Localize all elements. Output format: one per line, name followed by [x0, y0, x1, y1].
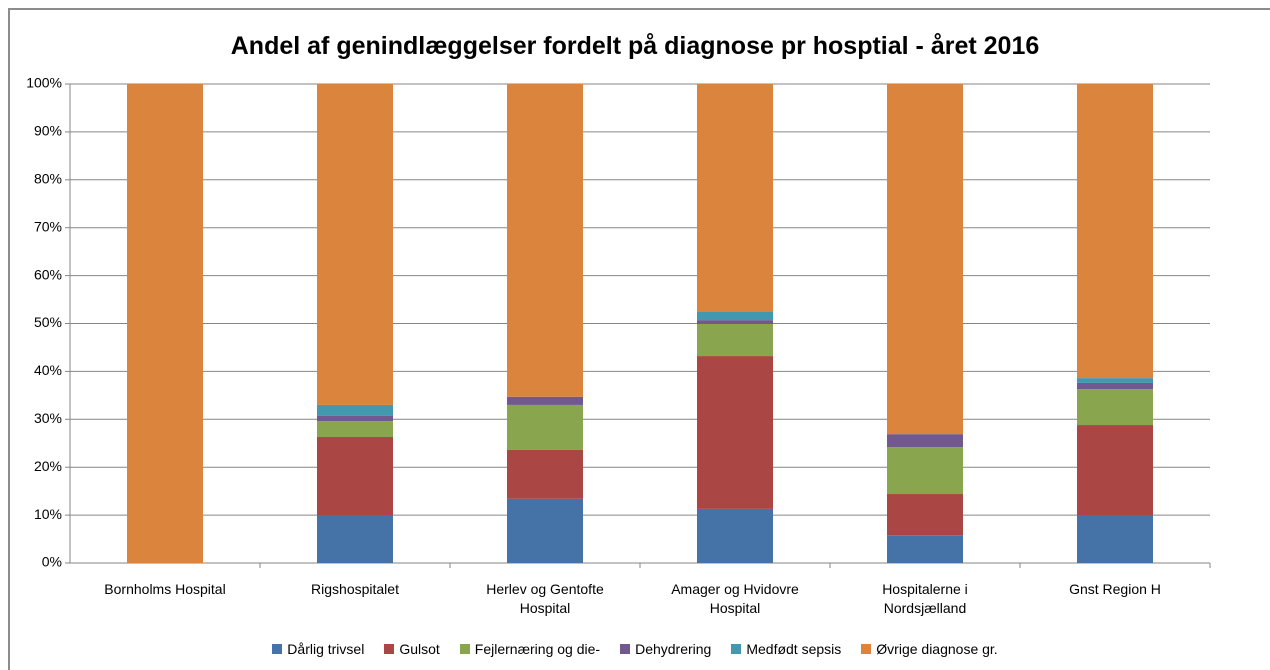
- y-tick-label: 80%: [34, 171, 62, 187]
- y-tick-label: 70%: [34, 218, 62, 234]
- bar-segment: [507, 84, 583, 397]
- legend-item: Gulsot: [384, 641, 440, 657]
- legend-label: Dårlig trivsel: [287, 641, 365, 657]
- bar-segment: [697, 84, 773, 313]
- legend-swatch: [272, 644, 283, 654]
- bar-segment: [507, 396, 583, 405]
- bar-segment: [1077, 378, 1153, 383]
- legend-swatch: [459, 644, 470, 654]
- bar-segment: [1077, 84, 1153, 379]
- y-tick-label: 30%: [34, 410, 62, 426]
- bar-segment: [317, 437, 393, 516]
- legend-swatch: [384, 644, 395, 654]
- legend-item: Øvrige diagnose gr.: [861, 641, 998, 657]
- legend-label: Dehydrering: [635, 641, 712, 657]
- bar-segment: [1077, 425, 1153, 516]
- bar-segment: [317, 415, 393, 422]
- bar-segment: [507, 449, 583, 499]
- legend: Dårlig trivsel Gulsot Fejlernæring og die-…: [0, 641, 1270, 657]
- bar-segment: [317, 84, 393, 405]
- legend-swatch: [731, 644, 742, 654]
- bar-segment: [697, 312, 773, 321]
- y-tick-label: 40%: [34, 362, 62, 378]
- frame: [8, 8, 1270, 670]
- x-tick-label: Rigshospitalet: [311, 581, 399, 597]
- bar-segment: [697, 356, 773, 509]
- x-tick-label: Amager og Hvidovre Hospital: [671, 581, 799, 616]
- bar-segment: [1077, 515, 1153, 563]
- y-tick-label: 50%: [34, 314, 62, 330]
- legend-item: Dårlig trivsel: [272, 641, 364, 657]
- legend-label: Medfødt sepsis: [746, 641, 842, 657]
- bar-segment: [887, 447, 963, 495]
- bar-segment: [127, 84, 203, 563]
- bar-segment: [887, 494, 963, 536]
- bar-segment: [1077, 389, 1153, 426]
- legend-label: Øvrige diagnose gr.: [876, 641, 998, 657]
- legend-label: Fejlernæring og die-: [474, 641, 601, 657]
- y-tick-label: 100%: [26, 75, 62, 91]
- bar-segment: [317, 421, 393, 438]
- bar-segment: [507, 498, 583, 563]
- bar-segment: [697, 320, 773, 324]
- x-tick-label: Bornholms Hospital: [104, 581, 226, 597]
- x-tick-label: Gnst Region H: [1069, 581, 1161, 597]
- legend-item: Dehydrering: [620, 641, 711, 657]
- legend-item: Medfødt sepsis: [731, 641, 841, 657]
- x-tick-label: Hospitalerne i Nordsjælland: [882, 581, 968, 616]
- bar-segment: [507, 404, 583, 450]
- y-tick-label: 20%: [34, 458, 62, 474]
- chart-title: Andel af genindlæggelser fordelt på diag…: [230, 32, 1040, 60]
- bar-segment: [317, 404, 393, 416]
- legend-swatch: [620, 644, 631, 654]
- bar-segment: [887, 434, 963, 448]
- bar-segment: [697, 323, 773, 357]
- y-tick-label: 60%: [34, 266, 62, 282]
- legend-swatch: [861, 644, 872, 654]
- y-tick-label: 0%: [42, 554, 62, 570]
- legend-item: Fejlernæring og die-: [459, 641, 601, 657]
- y-tick-label: 10%: [34, 506, 62, 522]
- bar-segment: [697, 508, 773, 563]
- bar-segment: [1077, 382, 1153, 390]
- bar-segment: [317, 515, 393, 563]
- bar-segment: [887, 535, 963, 563]
- legend-label: Gulsot: [399, 641, 440, 657]
- bar-segment: [887, 84, 963, 435]
- x-tick-label: Herlev og Gentofte Hospital: [486, 581, 604, 616]
- y-tick-label: 90%: [34, 123, 62, 139]
